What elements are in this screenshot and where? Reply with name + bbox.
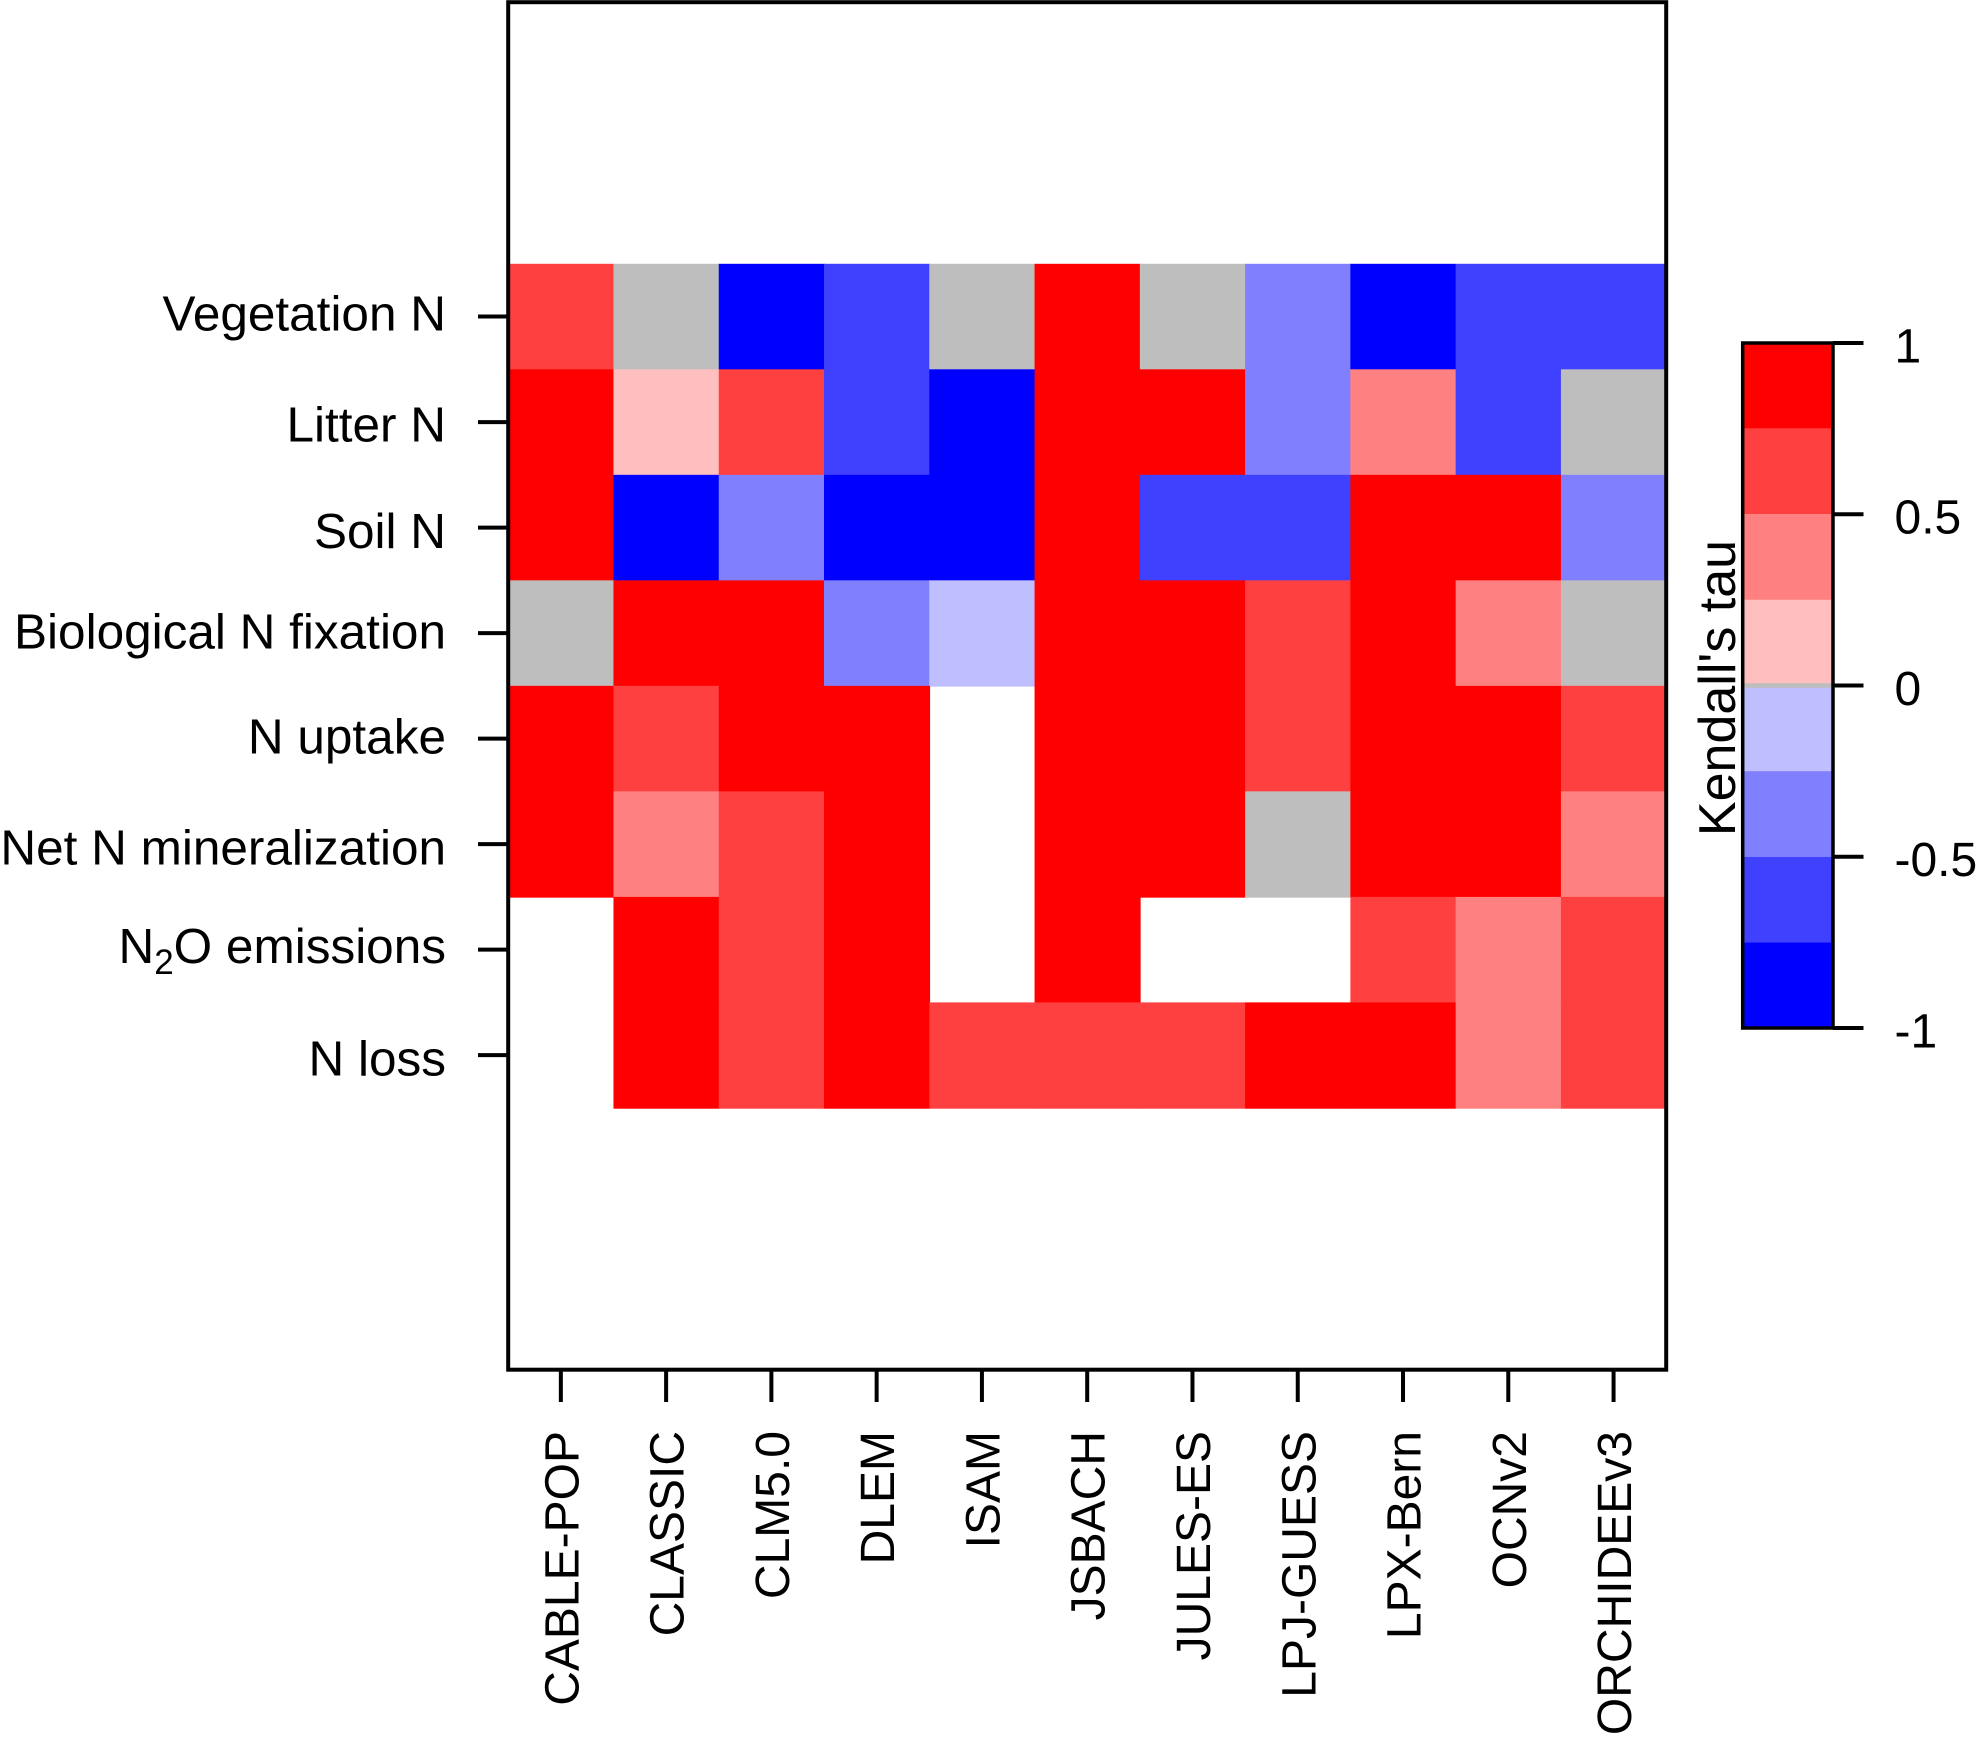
svg-text:0: 0 [1895, 663, 1922, 716]
svg-text:DLEM: DLEM [852, 1431, 905, 1564]
svg-text:LPX-Bern: LPX-Bern [1379, 1431, 1432, 1639]
svg-text:-1: -1 [1895, 1005, 1938, 1058]
svg-text:LPJ-GUESS: LPJ-GUESS [1273, 1431, 1326, 1698]
svg-text:Vegetation N: Vegetation N [163, 287, 446, 342]
svg-text:CLASSIC: CLASSIC [642, 1431, 695, 1636]
svg-text:1: 1 [1895, 320, 1922, 373]
svg-text:N loss: N loss [308, 1032, 446, 1087]
svg-text:N2O emissions: N2O emissions [118, 919, 446, 982]
svg-text:N uptake: N uptake [248, 710, 446, 765]
svg-text:JULES-ES: JULES-ES [1168, 1431, 1221, 1660]
svg-text:Litter N: Litter N [286, 398, 446, 453]
svg-text:ISAM: ISAM [957, 1431, 1010, 1548]
svg-text:ORCHIDEEv3: ORCHIDEEv3 [1589, 1431, 1642, 1735]
svg-text:0.5: 0.5 [1895, 492, 1962, 545]
svg-text:-0.5: -0.5 [1895, 834, 1978, 887]
svg-text:Soil N: Soil N [314, 504, 446, 559]
svg-text:JSBACH: JSBACH [1063, 1431, 1116, 1620]
svg-text:Biological N fixation: Biological N fixation [14, 605, 446, 660]
svg-text:CLM5.0: CLM5.0 [747, 1431, 800, 1599]
svg-text:CABLE-POP: CABLE-POP [536, 1431, 589, 1706]
svg-text:Net N mineralization: Net N mineralization [0, 821, 446, 876]
svg-text:OCNv2: OCNv2 [1484, 1431, 1537, 1588]
svg-text:Kendall's tau: Kendall's tau [1689, 540, 1747, 836]
